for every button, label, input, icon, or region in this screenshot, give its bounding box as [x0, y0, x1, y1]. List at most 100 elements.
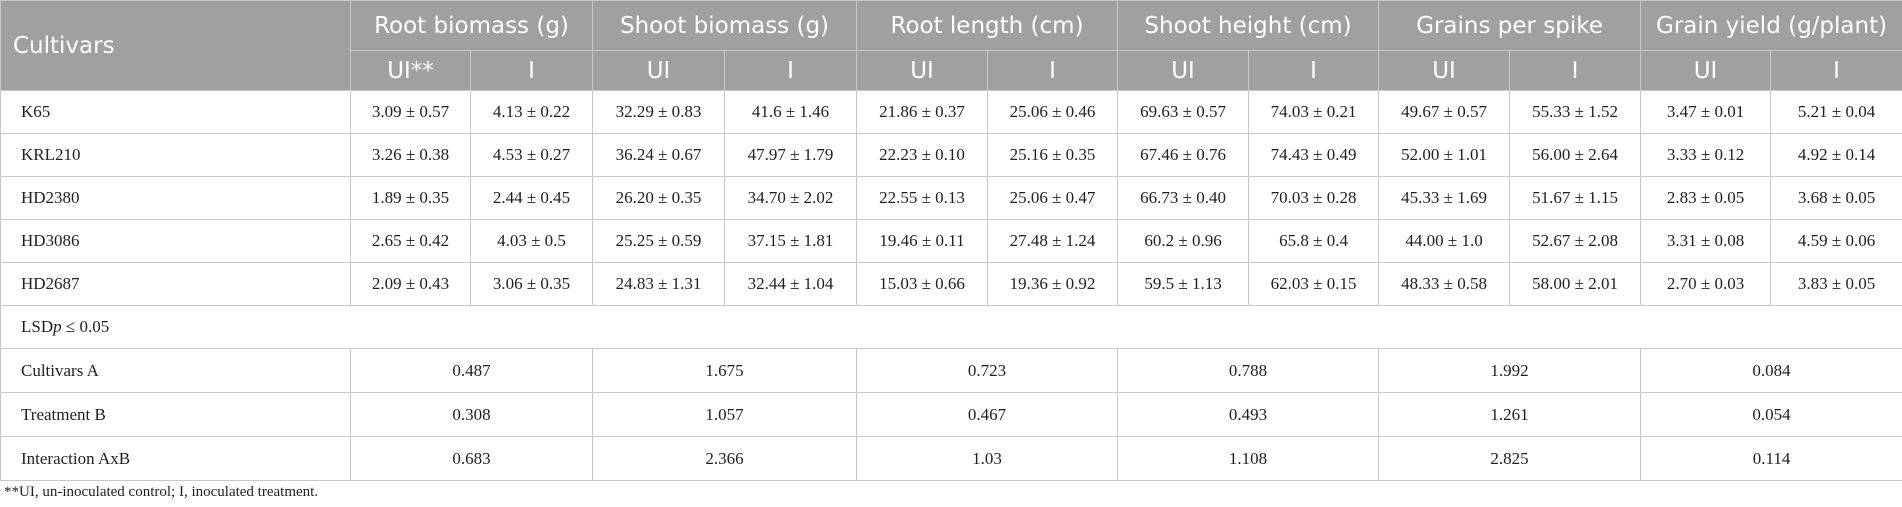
lsd-prefix: LSD — [21, 317, 54, 336]
value-cell: 51.67 ± 1.15 — [1509, 176, 1642, 220]
lsd-label: LSDp ≤ 0.05 — [0, 305, 1902, 349]
value-cell: 21.86 ± 0.37 — [856, 90, 989, 134]
lsd-row: LSDp ≤ 0.05 — [0, 305, 1902, 349]
subheader-ui: UI — [1640, 50, 1772, 91]
lsd-p: p — [53, 317, 62, 336]
subheader-ui: UI — [856, 50, 989, 91]
lsd-value-cell: 0.683 — [350, 436, 593, 481]
value-cell: 74.03 ± 0.21 — [1248, 90, 1380, 134]
value-cell: 48.33 ± 0.58 — [1378, 262, 1511, 306]
table-row: HD2380 1.89 ± 0.35 2.44 ± 0.45 26.20 ± 0.35… — [0, 176, 1902, 220]
value-cell: 25.06 ± 0.46 — [987, 90, 1119, 134]
lsd-value-cell: 0.493 — [1117, 392, 1380, 437]
lsd-value-cell: 0.114 — [1640, 436, 1902, 481]
value-cell: 3.83 ± 0.05 — [1770, 262, 1902, 306]
value-cell: 3.47 ± 0.01 — [1640, 90, 1772, 134]
value-cell: 3.06 ± 0.35 — [470, 262, 593, 306]
value-cell: 49.67 ± 0.57 — [1378, 90, 1511, 134]
subheader-i: I — [987, 50, 1119, 91]
value-cell: 34.70 ± 2.02 — [723, 176, 858, 220]
lsd-stat-row: Treatment B 0.308 1.057 0.467 0.493 1.261 0.05… — [0, 392, 1902, 437]
value-cell: 26.20 ± 0.35 — [592, 176, 725, 220]
value-cell: 15.03 ± 0.66 — [856, 262, 989, 306]
value-cell: 4.13 ± 0.22 — [470, 90, 593, 134]
value-cell: 2.44 ± 0.45 — [470, 176, 593, 220]
lsd-stat-row: Interaction AxB 0.683 2.366 1.03 1.108 2.825 0… — [0, 436, 1902, 481]
table-row: KRL210 3.26 ± 0.38 4.53 ± 0.27 36.24 ± 0.67… — [0, 133, 1902, 177]
value-cell: 67.46 ± 0.76 — [1117, 133, 1250, 177]
table-footnote: **UI, un-inoculated control; I, inoculat… — [4, 484, 319, 500]
value-cell: 2.83 ± 0.05 — [1640, 176, 1772, 220]
lsd-value-cell: 2.366 — [591, 436, 858, 481]
lsd-stat-row: Cultivars A 0.487 1.675 0.723 0.788 1.992 0.08… — [0, 348, 1902, 393]
table-row: HD3086 2.65 ± 0.42 4.03 ± 0.5 25.25 ± 0.59 3… — [0, 219, 1902, 263]
lsd-value-cell: 0.467 — [856, 392, 1119, 437]
value-cell: 27.48 ± 1.24 — [987, 219, 1119, 263]
value-cell: 32.44 ± 1.04 — [723, 262, 858, 306]
lsd-value-cell: 0.723 — [856, 348, 1119, 393]
header-cultivars: Cultivars — [0, 0, 351, 91]
cultivar-name: K65 — [0, 90, 351, 134]
subheader-i: I — [723, 50, 858, 91]
value-cell: 19.36 ± 0.92 — [987, 262, 1119, 306]
value-cell: 37.15 ± 1.81 — [723, 219, 858, 263]
value-cell: 1.89 ± 0.35 — [350, 176, 471, 220]
value-cell: 4.59 ± 0.06 — [1770, 219, 1902, 263]
stat-name: Treatment B — [0, 392, 351, 437]
value-cell: 52.67 ± 2.08 — [1509, 219, 1642, 263]
cultivar-name: HD3086 — [0, 219, 351, 263]
value-cell: 4.92 ± 0.14 — [1770, 133, 1902, 177]
lsd-value-cell: 0.084 — [1640, 348, 1902, 393]
lsd-suffix: ≤ 0.05 — [61, 317, 110, 336]
subheader-i: I — [1509, 50, 1642, 91]
table-row: K65 3.09 ± 0.57 4.13 ± 0.22 32.29 ± 0.83 41.… — [0, 90, 1902, 134]
cultivar-name: HD2687 — [0, 262, 351, 306]
subheader-i: I — [1248, 50, 1380, 91]
value-cell: 41.6 ± 1.46 — [723, 90, 858, 134]
lsd-value-cell: 0.788 — [1117, 348, 1380, 393]
value-cell: 24.83 ± 1.31 — [592, 262, 725, 306]
lsd-value-cell: 0.487 — [350, 348, 593, 393]
value-cell: 59.5 ± 1.13 — [1117, 262, 1250, 306]
cultivar-name: HD2380 — [0, 176, 351, 220]
value-cell: 22.55 ± 0.13 — [856, 176, 989, 220]
header-grain-yield: Grain yield (g/plant) — [1640, 0, 1902, 51]
value-cell: 2.70 ± 0.03 — [1640, 262, 1772, 306]
cultivar-name: KRL210 — [0, 133, 351, 177]
value-cell: 4.03 ± 0.5 — [470, 219, 593, 263]
value-cell: 3.31 ± 0.08 — [1640, 219, 1772, 263]
value-cell: 74.43 ± 0.49 — [1248, 133, 1380, 177]
results-table: Cultivars Root biomass (g) Shoot biomass… — [0, 0, 1902, 481]
value-cell: 22.23 ± 0.10 — [856, 133, 989, 177]
lsd-value-cell: 1.057 — [591, 392, 858, 437]
value-cell: 25.16 ± 0.35 — [987, 133, 1119, 177]
lsd-value-cell: 0.308 — [350, 392, 593, 437]
header-root-length: Root length (cm) — [856, 0, 1119, 51]
value-cell: 65.8 ± 0.4 — [1248, 219, 1380, 263]
value-cell: 58.00 ± 2.01 — [1509, 262, 1642, 306]
header-row-groups: Cultivars Root biomass (g) Shoot biomass… — [0, 0, 1902, 91]
value-cell: 44.00 ± 1.0 — [1378, 219, 1511, 263]
value-cell: 3.26 ± 0.38 — [350, 133, 471, 177]
table-row: HD2687 2.09 ± 0.43 3.06 ± 0.35 24.83 ± 1.31… — [0, 262, 1902, 306]
value-cell: 47.97 ± 1.79 — [723, 133, 858, 177]
value-cell: 3.33 ± 0.12 — [1640, 133, 1772, 177]
value-cell: 66.73 ± 0.40 — [1117, 176, 1250, 220]
value-cell: 62.03 ± 0.15 — [1248, 262, 1380, 306]
table-body: K65 3.09 ± 0.57 4.13 ± 0.22 32.29 ± 0.83 41.… — [0, 90, 1902, 481]
lsd-value-cell: 1.992 — [1378, 348, 1642, 393]
value-cell: 3.68 ± 0.05 — [1770, 176, 1902, 220]
value-cell: 56.00 ± 2.64 — [1509, 133, 1642, 177]
value-cell: 55.33 ± 1.52 — [1509, 90, 1642, 134]
header-shoot-height: Shoot height (cm) — [1117, 0, 1380, 51]
lsd-value-cell: 2.825 — [1378, 436, 1642, 481]
value-cell: 70.03 ± 0.28 — [1248, 176, 1380, 220]
stat-name: Interaction AxB — [0, 436, 351, 481]
subheader-i: I — [470, 50, 593, 91]
value-cell: 4.53 ± 0.27 — [470, 133, 593, 177]
value-cell: 19.46 ± 0.11 — [856, 219, 989, 263]
value-cell: 32.29 ± 0.83 — [592, 90, 725, 134]
lsd-value-cell: 1.675 — [591, 348, 858, 393]
subheader-i: I — [1770, 50, 1902, 91]
lsd-value-cell: 1.108 — [1117, 436, 1380, 481]
